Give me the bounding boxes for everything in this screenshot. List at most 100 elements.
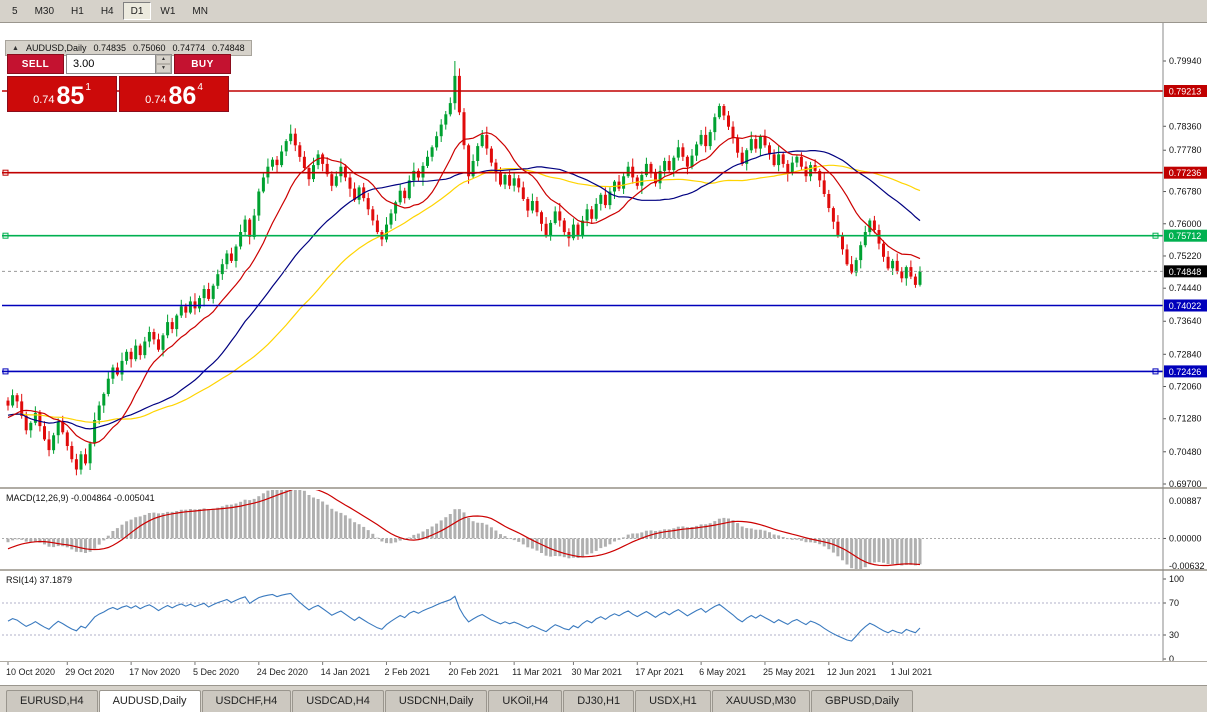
svg-text:0.72426: 0.72426: [1169, 367, 1202, 377]
buy-price-tile[interactable]: 0.74 86 4: [119, 76, 229, 112]
svg-text:30: 30: [1169, 630, 1179, 640]
chart-tab-ukoil-h4[interactable]: UKOil,H4: [488, 690, 563, 712]
svg-text:12 Jun 2021: 12 Jun 2021: [827, 667, 877, 677]
volume-up-button[interactable]: ▲: [156, 55, 171, 64]
svg-text:2 Feb 2021: 2 Feb 2021: [384, 667, 430, 677]
price-axis[interactable]: 0.79940 0.78360 0.77780 0.76780 0.76000 0.752…: [1163, 56, 1202, 489]
svg-text:0.69700: 0.69700: [1169, 479, 1202, 489]
svg-text:10 Oct 2020: 10 Oct 2020: [6, 667, 55, 677]
timeframe-button-d1[interactable]: D1: [122, 2, 152, 20]
volume-value: 3.00: [73, 58, 95, 70]
current-price-badge: 0.74848: [1164, 265, 1207, 278]
buy-price-pip-digit: 4: [197, 82, 203, 93]
svg-text:29 Oct 2020: 29 Oct 2020: [65, 667, 114, 677]
svg-text:24 Dec 2020: 24 Dec 2020: [257, 667, 308, 677]
svg-text:0.75220: 0.75220: [1169, 251, 1202, 261]
svg-text:0.74022: 0.74022: [1169, 301, 1202, 311]
svg-text:0.72840: 0.72840: [1169, 349, 1202, 359]
volume-spin-buttons: ▲ ▼: [155, 55, 171, 73]
svg-text:70: 70: [1169, 598, 1179, 608]
chart-tab-audusd-daily[interactable]: AUDUSD,Daily: [98, 690, 201, 712]
collapse-triangle-icon[interactable]: ▲: [12, 44, 19, 52]
svg-text:20 Feb 2021: 20 Feb 2021: [448, 667, 499, 677]
timeframe-button-mn[interactable]: MN: [184, 2, 216, 20]
chart-tab-bar: EURUSD,H4 AUDUSD,Daily USDCHF,H4 USDCAD,H4 U…: [0, 685, 1207, 712]
ohlc-close: 0.74848: [212, 43, 245, 53]
svg-text:6 May 2021: 6 May 2021: [699, 667, 746, 677]
svg-text:0.77236: 0.77236: [1169, 168, 1202, 178]
ohlc-open: 0.74835: [93, 43, 126, 53]
chart-tab-usdchf-h4[interactable]: USDCHF,H4: [201, 690, 292, 712]
candles: [6, 61, 922, 476]
svg-text:0.70480: 0.70480: [1169, 447, 1202, 457]
ma-fast-line: [7, 132, 921, 444]
chart-tab-usdcad-h4[interactable]: USDCAD,H4: [292, 690, 384, 712]
svg-text:0.79213: 0.79213: [1169, 87, 1202, 97]
buy-button[interactable]: BUY: [174, 54, 231, 74]
sell-price-tile[interactable]: 0.74 85 1: [7, 76, 117, 112]
timeframe-button-h4[interactable]: H4: [92, 2, 122, 20]
svg-text:1 Jul 2021: 1 Jul 2021: [891, 667, 933, 677]
rsi-pane[interactable]: [2, 592, 1163, 642]
macd-label: MACD(12,26,9) -0.004864 -0.005041: [6, 493, 155, 503]
sell-button[interactable]: SELL: [7, 54, 64, 74]
svg-text:30 Mar 2021: 30 Mar 2021: [571, 667, 622, 677]
svg-text:0.74440: 0.74440: [1169, 283, 1202, 293]
svg-text:0.73640: 0.73640: [1169, 316, 1202, 326]
chart-tab-gbpusd-daily[interactable]: GBPUSD,Daily: [811, 690, 914, 712]
timeframe-button-m30[interactable]: M30: [26, 2, 63, 20]
macd-signal-line: [7, 490, 921, 567]
hline-0.74022[interactable]: 0.74022: [1164, 299, 1207, 312]
timeframe-button-5[interactable]: 5: [4, 2, 26, 20]
svg-text:0.79940: 0.79940: [1169, 56, 1202, 66]
chart-tab-usdx-h1[interactable]: USDX,H1: [635, 690, 711, 712]
sell-price-prefix: 0.74: [33, 94, 55, 106]
macd-pane[interactable]: [2, 484, 1163, 570]
svg-text:11 Mar 2021: 11 Mar 2021: [512, 667, 562, 677]
ohlc-high: 0.75060: [133, 43, 166, 53]
sell-price-pip-digit: 1: [85, 82, 91, 93]
volume-down-button[interactable]: ▼: [156, 64, 171, 73]
svg-text:0.00000: 0.00000: [1169, 533, 1202, 543]
svg-text:100: 100: [1169, 574, 1184, 584]
chart-tab-eurusd-h4[interactable]: EURUSD,H4: [6, 690, 98, 712]
svg-text:-0.00632: -0.00632: [1169, 561, 1205, 571]
svg-text:25 May 2021: 25 May 2021: [763, 667, 815, 677]
buy-price-big-digits: 86: [168, 82, 197, 110]
rsi-line: [7, 592, 921, 642]
svg-text:0.74848: 0.74848: [1169, 267, 1202, 277]
chart-tab-usdcnh-daily[interactable]: USDCNH,Daily: [384, 690, 488, 712]
ohlc-low: 0.74774: [172, 43, 206, 53]
svg-text:0.76000: 0.76000: [1169, 219, 1202, 229]
svg-text:17 Nov 2020: 17 Nov 2020: [129, 667, 180, 677]
chart-tab-dj30-h1[interactable]: DJ30,H1: [563, 690, 635, 712]
svg-text:0.72060: 0.72060: [1169, 382, 1202, 392]
svg-text:0.77780: 0.77780: [1169, 145, 1202, 155]
chart-tab-xauusd-m30[interactable]: XAUUSD,M30: [711, 690, 811, 712]
svg-text:0.71280: 0.71280: [1169, 414, 1202, 424]
timeframe-button-w1[interactable]: W1: [152, 2, 184, 20]
chart-symbol-title: AUDUSD,Daily: [25, 43, 87, 53]
rsi-label: RSI(14) 37.1879: [6, 575, 72, 585]
chart-canvas[interactable]: 0.792130.772360.757120.740220.724260.748…: [0, 23, 1207, 686]
price-pane[interactable]: [6, 61, 922, 476]
rsi-pane-separator[interactable]: [0, 569, 1207, 571]
svg-text:0: 0: [1169, 654, 1174, 664]
timeframe-button-h1[interactable]: H1: [63, 2, 92, 20]
date-axis[interactable]: 10 Oct 2020 29 Oct 2020 17 Nov 2020 5 Dec 2…: [6, 662, 932, 677]
chart-window: 0.79213 0.77236 0.75712 0.74022 0.72426 0.748…: [0, 23, 1207, 686]
svg-text:0.75712: 0.75712: [1169, 231, 1202, 241]
volume-stepper[interactable]: 3.00 ▲ ▼: [66, 54, 172, 74]
ma-slow-line: [7, 164, 921, 423]
svg-text:14 Jan 2021: 14 Jan 2021: [321, 667, 371, 677]
svg-text:0.78360: 0.78360: [1169, 121, 1202, 131]
chart-header: ▲ AUDUSD,Daily 0.74835 0.75060 0.74774 0…: [5, 40, 252, 56]
svg-text:0.00887: 0.00887: [1169, 496, 1202, 506]
hline-0.79213[interactable]: 0.79213: [1164, 85, 1207, 97]
macd-pane-separator[interactable]: [0, 487, 1207, 489]
svg-text:5 Dec 2020: 5 Dec 2020: [193, 667, 239, 677]
buy-price-prefix: 0.74: [145, 94, 167, 106]
one-click-trading-panel: SELL 3.00 ▲ ▼ BUY 0.74 85 1 0.74: [7, 54, 231, 112]
timeframe-toolbar: 5 M30 H1 H4 D1 W1 MN: [0, 0, 1207, 23]
